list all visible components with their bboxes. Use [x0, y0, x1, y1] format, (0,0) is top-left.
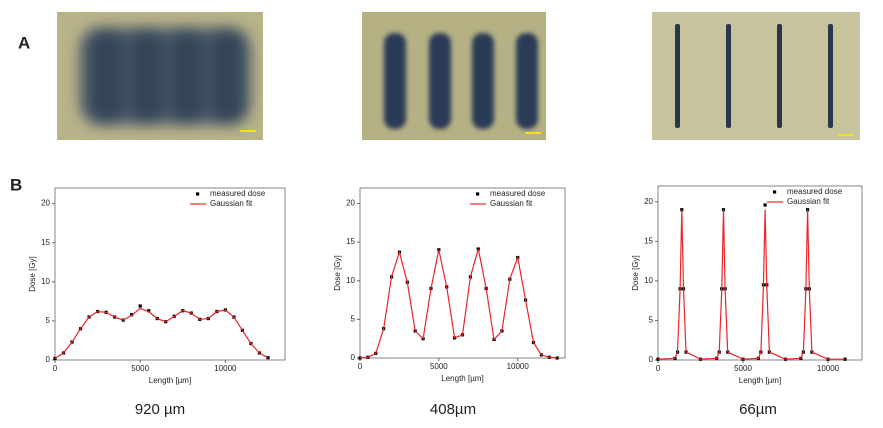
y-tick-label: 20: [346, 199, 355, 208]
x-axis-label: Length [µm]: [149, 376, 191, 385]
y-tick-label: 20: [644, 197, 653, 206]
caption: 408µm: [430, 401, 476, 418]
y-axis-label: Dose [Gy]: [28, 256, 37, 292]
panel-label: B: [10, 175, 22, 194]
y-tick-label: 0: [649, 355, 654, 364]
data-point: [763, 203, 767, 207]
data-point: [53, 356, 57, 361]
y-tick-label: 10: [644, 276, 653, 285]
fit-line: [54, 307, 269, 359]
panel-label: A: [18, 33, 30, 52]
y-tick-label: 0: [46, 355, 51, 364]
legend-label: Gaussian fit: [787, 197, 830, 206]
x-tick-label: 5000: [734, 364, 752, 373]
y-tick-label: 5: [649, 316, 654, 325]
x-tick-label: 10000: [214, 364, 237, 373]
x-tick-label: 10000: [507, 362, 530, 371]
y-tick-label: 15: [644, 236, 653, 245]
data-point: [138, 304, 142, 308]
film-image: [57, 12, 263, 140]
film-image: [652, 12, 860, 140]
x-tick-label: 0: [358, 362, 363, 371]
y-tick-label: 0: [351, 353, 356, 362]
y-tick-label: 15: [41, 238, 50, 247]
fit-line: [657, 209, 845, 360]
data-point: [656, 357, 660, 361]
x-tick-label: 10000: [817, 364, 840, 373]
legend-label: measured dose: [210, 189, 266, 198]
y-axis-label: Dose [Gy]: [333, 255, 342, 291]
x-tick-label: 0: [53, 364, 58, 373]
plot-frame: [657, 185, 863, 361]
data-point: [147, 309, 151, 313]
plot-frame: [359, 187, 566, 359]
legend-marker: [476, 192, 480, 196]
y-tick-label: 5: [46, 316, 51, 325]
legend-label: measured dose: [490, 189, 546, 198]
legend-marker: [196, 192, 200, 196]
fit-line: [359, 248, 558, 359]
y-axis-label: Dose [Gy]: [631, 255, 640, 291]
legend-label: Gaussian fit: [490, 199, 533, 208]
y-tick-label: 10: [41, 277, 50, 286]
y-tick-label: 10: [346, 276, 355, 285]
y-tick-label: 15: [346, 237, 355, 246]
legend-marker: [773, 190, 777, 194]
caption: 66µm: [739, 401, 777, 418]
legend-label: measured dose: [787, 187, 843, 196]
x-axis-label: Length [µm]: [441, 374, 483, 383]
plot-frame: [54, 187, 286, 361]
caption: 920 µm: [135, 401, 185, 418]
legend-label: Gaussian fit: [210, 199, 253, 208]
y-tick-label: 20: [41, 199, 50, 208]
film-image: [362, 12, 546, 140]
data-point: [555, 356, 559, 360]
x-tick-label: 5000: [131, 364, 149, 373]
y-tick-label: 5: [351, 314, 356, 323]
x-tick-label: 0: [656, 364, 661, 373]
x-tick-label: 5000: [430, 362, 448, 371]
x-axis-label: Length [µm]: [739, 376, 781, 385]
